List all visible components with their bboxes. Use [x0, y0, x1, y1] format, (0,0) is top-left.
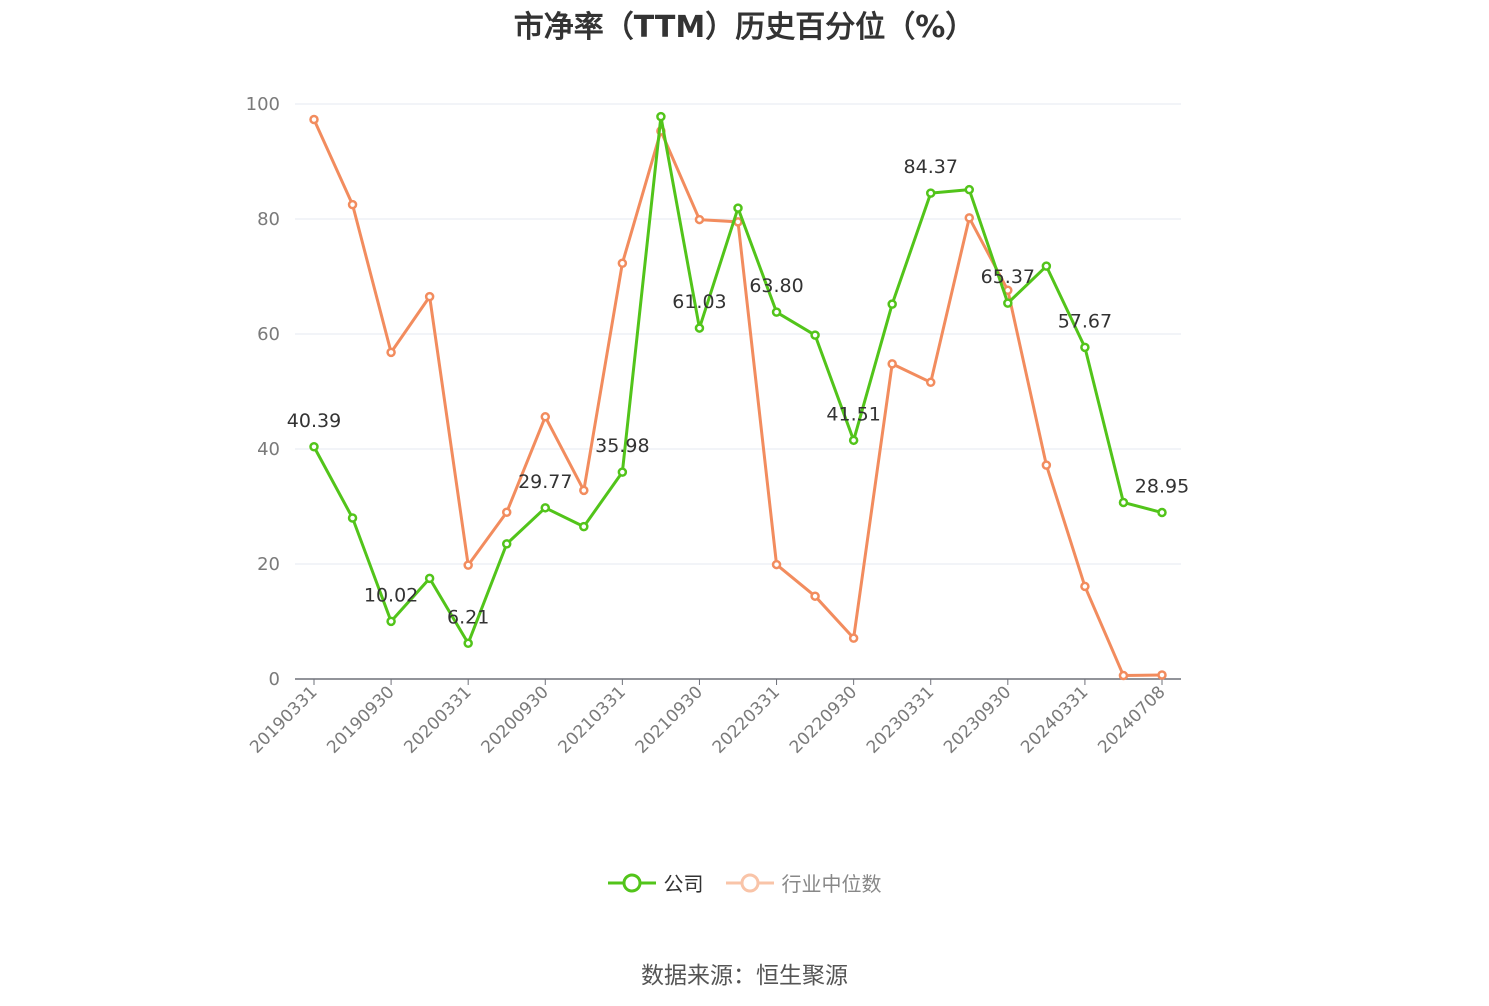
- company-data-point: [347, 513, 358, 523]
- company-data-point: [540, 503, 551, 513]
- company-data-point: [1157, 507, 1167, 518]
- data-label: 28.95: [1135, 476, 1189, 498]
- company-data-point: [925, 188, 936, 198]
- company-data-point: [964, 184, 975, 195]
- data-label: 61.03: [672, 291, 726, 313]
- line-chart: 0 20 40 60 80 100 20190331 20190930 20200331 2020…: [246, 94, 1190, 758]
- x-tick-label: 20240331: [1017, 682, 1092, 757]
- y-tick-label: 40: [257, 439, 280, 460]
- y-tick-label: 80: [257, 209, 280, 230]
- company-data-point: [771, 307, 782, 317]
- x-tick-label: 20220331: [709, 682, 784, 757]
- chart-title: 市净率（TTM）历史百分位（%）: [513, 10, 976, 45]
- industry-data-point: [771, 559, 782, 570]
- industry-data-point: [887, 359, 897, 369]
- industry-data-point: [1118, 670, 1129, 681]
- chart-legend: 公司 行业中位数: [0, 868, 1489, 897]
- industry-data-point: [617, 258, 628, 269]
- industry-data-point: [501, 507, 512, 517]
- company-data-point: [501, 539, 512, 549]
- company-data-point: [463, 638, 473, 649]
- x-tick-label: 20190930: [323, 682, 398, 757]
- industry-data-point: [424, 291, 435, 302]
- company-data-point: [656, 111, 666, 122]
- x-tick-label: 20230930: [940, 682, 1015, 757]
- y-tick-label: 20: [257, 554, 280, 575]
- company-data-point: [309, 442, 319, 452]
- company-data-point: [694, 323, 705, 333]
- data-label: 29.77: [518, 471, 572, 493]
- company-data-point: [579, 521, 589, 532]
- industry-data-point: [810, 591, 820, 601]
- x-tick-label: 20200331: [400, 682, 475, 757]
- company-data-point: [1041, 261, 1052, 271]
- legend-company-line-icon: [607, 873, 656, 892]
- data-label: 57.67: [1058, 310, 1112, 332]
- company-data-point: [887, 299, 897, 309]
- data-label: 84.37: [904, 156, 958, 178]
- data-label: 35.98: [595, 435, 649, 457]
- company-data-point: [1080, 342, 1090, 353]
- y-tick-label: 100: [246, 94, 280, 115]
- industry-data-point: [964, 213, 975, 223]
- company-data-point: [810, 330, 820, 340]
- company-data-point: [1118, 497, 1129, 508]
- legend-item-industry[interactable]: 行业中位数: [725, 868, 882, 897]
- company-data-point: [617, 467, 628, 477]
- x-tick-label: 20190331: [246, 682, 321, 757]
- industry-data-point: [540, 412, 551, 422]
- data-label: 41.51: [826, 403, 880, 425]
- industry-data-point: [347, 199, 358, 210]
- industry-data-point: [848, 633, 859, 643]
- industry-data-point: [1041, 460, 1052, 470]
- industry-data-point: [386, 347, 396, 358]
- industry-data-point: [1157, 670, 1167, 680]
- legend-company-label: 公司: [663, 872, 704, 896]
- company-data-point: [733, 203, 743, 213]
- source-note: 数据来源：恒生聚源: [641, 963, 848, 989]
- industry-data-point: [309, 114, 319, 125]
- x-tick-label: 20210930: [632, 682, 707, 757]
- industry-data-point: [579, 485, 589, 496]
- legend-industry-line-icon: [725, 873, 774, 892]
- industry-data-point: [694, 214, 705, 225]
- legend-item-company[interactable]: 公司: [607, 868, 704, 897]
- data-label: 63.80: [749, 275, 803, 297]
- x-tick-label: 20220930: [786, 682, 861, 757]
- y-tick-label: 60: [257, 324, 280, 345]
- industry-data-point: [925, 377, 936, 388]
- y-tick-label: 0: [269, 669, 280, 690]
- data-label: 65.37: [981, 266, 1035, 288]
- data-label: 10.02: [364, 584, 418, 606]
- company-data-point: [424, 573, 435, 584]
- data-label: 6.21: [447, 606, 489, 628]
- x-tick-label: 20240708: [1094, 682, 1169, 757]
- industry-series-line: [312, 118, 1163, 678]
- x-tick-label: 20210331: [555, 682, 630, 757]
- x-tick-label: 20200930: [477, 682, 552, 757]
- industry-data-point: [463, 560, 473, 570]
- x-tick-label: 20230331: [863, 682, 938, 757]
- industry-data-point: [1080, 581, 1090, 592]
- legend-industry-label: 行业中位数: [781, 872, 882, 896]
- company-data-point: [1003, 298, 1013, 308]
- data-label: 40.39: [287, 410, 341, 432]
- company-data-point: [848, 435, 859, 446]
- company-data-point: [386, 616, 396, 627]
